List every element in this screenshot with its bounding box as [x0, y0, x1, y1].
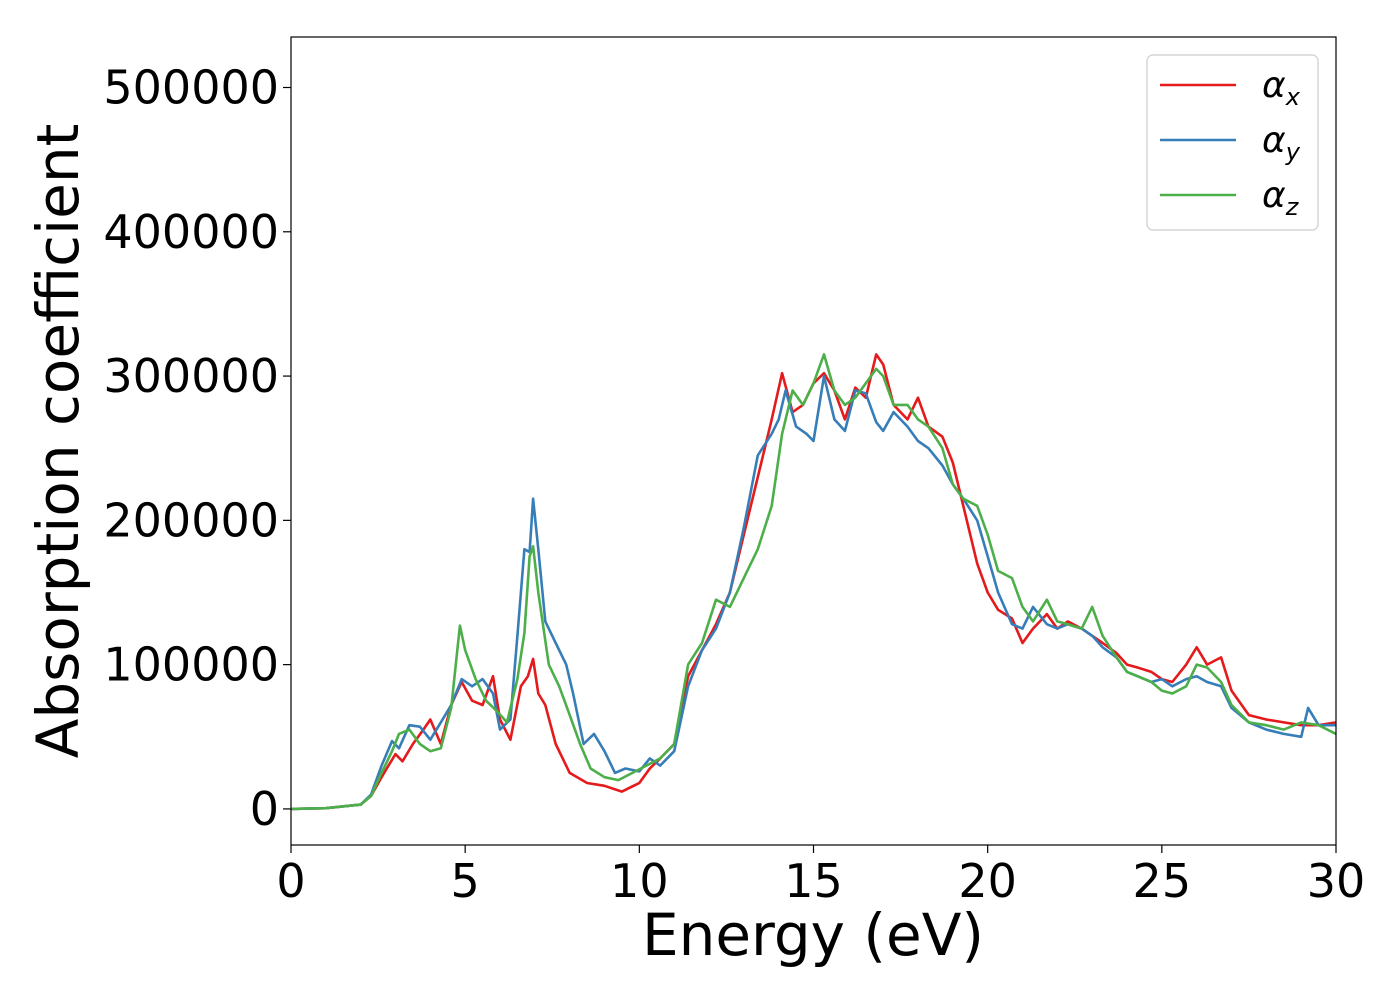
- x-tick-label: 15: [784, 854, 843, 908]
- series-layer: [290, 353, 1337, 811]
- x-tick-label: 30: [1307, 854, 1366, 908]
- x-axis-ticks: 0 5 10 15 20 25 30: [276, 845, 1365, 908]
- legend-label-z: αz: [1262, 175, 1300, 221]
- legend-label-x: αx: [1262, 65, 1301, 111]
- x-tick-label: 0: [276, 854, 305, 908]
- y-axis-title: Absorption coefficient: [24, 124, 92, 759]
- y-tick-label: 500000: [103, 61, 279, 115]
- legend-box: [1146, 54, 1319, 231]
- y-tick-label: 100000: [103, 638, 279, 692]
- y-axis-ticks: 0 100000 200000 300000 400000 500000: [103, 61, 291, 836]
- y-tick-label: 300000: [103, 349, 279, 403]
- y-tick-label: 200000: [103, 493, 279, 547]
- x-tick-label: 25: [1133, 854, 1192, 908]
- x-tick-label: 10: [610, 854, 669, 908]
- x-axis-title: Energy (eV): [642, 901, 984, 969]
- y-tick-label: 400000: [103, 205, 279, 259]
- legend-label-y: αy: [1262, 120, 1301, 166]
- y-tick-label: 0: [250, 782, 279, 836]
- x-tick-label: 20: [958, 854, 1017, 908]
- legend: αx αy αz: [1146, 54, 1319, 231]
- x-tick-label: 5: [451, 854, 480, 908]
- series-line-α-z: [290, 353, 1337, 811]
